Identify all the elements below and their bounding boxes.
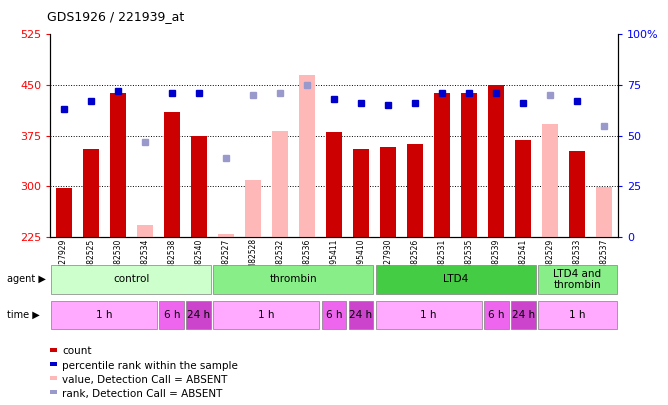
Bar	[51, 265, 211, 294]
Text: 1 h: 1 h	[569, 310, 586, 320]
Bar	[569, 151, 585, 237]
Bar	[55, 188, 71, 237]
Text: 24 h: 24 h	[349, 310, 373, 320]
Bar	[299, 75, 315, 237]
Text: 1 h: 1 h	[258, 310, 275, 320]
Bar	[353, 149, 369, 237]
Text: 6 h: 6 h	[164, 310, 180, 320]
Bar	[160, 301, 184, 328]
Text: LTD4: LTD4	[443, 275, 468, 284]
Bar	[326, 132, 342, 237]
Bar	[83, 149, 99, 237]
Bar	[321, 301, 347, 328]
Bar	[434, 93, 450, 237]
Bar	[515, 141, 531, 237]
Bar	[50, 390, 57, 394]
Bar	[51, 301, 157, 328]
Bar	[50, 376, 57, 380]
Bar	[538, 301, 617, 328]
Text: percentile rank within the sample: percentile rank within the sample	[62, 360, 238, 371]
Bar	[597, 187, 613, 237]
Bar	[407, 145, 424, 237]
Bar	[218, 234, 234, 237]
Bar	[137, 226, 153, 237]
Bar	[461, 93, 478, 237]
Text: 24 h: 24 h	[187, 310, 210, 320]
Bar	[186, 301, 211, 328]
Text: 1 h: 1 h	[420, 310, 437, 320]
Text: GDS1926 / 221939_at: GDS1926 / 221939_at	[47, 10, 184, 23]
Text: agent ▶: agent ▶	[7, 275, 45, 284]
Text: control: control	[113, 275, 150, 284]
Bar	[484, 301, 508, 328]
Text: 6 h: 6 h	[326, 310, 342, 320]
Bar	[538, 265, 617, 294]
Text: value, Detection Call = ABSENT: value, Detection Call = ABSENT	[62, 375, 227, 385]
Bar	[375, 301, 482, 328]
Text: LTD4 and
thrombin: LTD4 and thrombin	[553, 269, 601, 290]
Bar	[542, 124, 558, 237]
Bar	[488, 85, 504, 237]
Text: rank, Detection Call = ABSENT: rank, Detection Call = ABSENT	[62, 389, 222, 399]
Bar	[164, 112, 180, 237]
Bar	[213, 265, 373, 294]
Bar	[511, 301, 536, 328]
Bar	[244, 179, 261, 237]
Text: count: count	[62, 346, 92, 356]
Bar	[50, 362, 57, 366]
Text: time ▶: time ▶	[7, 310, 39, 320]
Bar	[375, 265, 536, 294]
Text: 1 h: 1 h	[96, 310, 112, 320]
Bar	[50, 348, 57, 352]
Text: 6 h: 6 h	[488, 310, 504, 320]
Text: thrombin: thrombin	[270, 275, 317, 284]
Bar	[110, 93, 126, 237]
Text: 24 h: 24 h	[512, 310, 535, 320]
Bar	[349, 301, 373, 328]
Bar	[213, 301, 319, 328]
Bar	[190, 136, 207, 237]
Bar	[272, 131, 288, 237]
Bar	[380, 147, 396, 237]
